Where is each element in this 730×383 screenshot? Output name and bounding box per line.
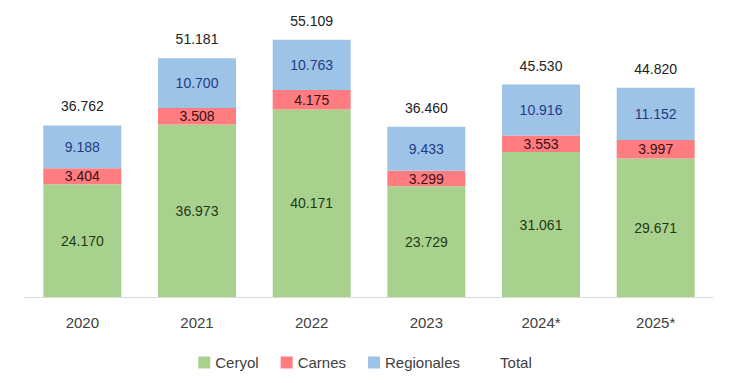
svg-text:Total: Total: [500, 354, 532, 371]
svg-text:31.061: 31.061: [520, 217, 563, 233]
svg-text:55.109: 55.109: [290, 13, 333, 29]
svg-text:10.763: 10.763: [290, 57, 333, 73]
svg-text:3.997: 3.997: [638, 141, 673, 157]
svg-text:29.671: 29.671: [634, 220, 677, 236]
svg-text:23.729: 23.729: [405, 234, 448, 250]
svg-text:45.530: 45.530: [520, 58, 563, 74]
svg-text:51.181: 51.181: [176, 31, 219, 47]
svg-text:2021: 2021: [180, 314, 213, 331]
svg-text:2023: 2023: [410, 314, 443, 331]
svg-text:11.152: 11.152: [635, 106, 677, 122]
svg-text:2024*: 2024*: [521, 314, 560, 331]
svg-text:36.460: 36.460: [405, 100, 448, 116]
svg-text:9.188: 9.188: [65, 139, 100, 155]
svg-text:3.404: 3.404: [65, 168, 100, 184]
svg-text:4.175: 4.175: [294, 92, 329, 108]
svg-text:40.171: 40.171: [290, 195, 333, 211]
svg-text:Carnes: Carnes: [298, 354, 346, 371]
svg-text:3.508: 3.508: [179, 108, 214, 124]
svg-text:24.170: 24.170: [61, 233, 104, 249]
svg-text:10.916: 10.916: [520, 102, 563, 118]
svg-text:10.700: 10.700: [176, 75, 219, 91]
svg-text:44.820: 44.820: [634, 61, 677, 77]
svg-text:Ceryol: Ceryol: [215, 354, 258, 371]
svg-text:36.973: 36.973: [176, 203, 219, 219]
svg-text:3.553: 3.553: [523, 136, 558, 152]
svg-text:2025*: 2025*: [636, 314, 675, 331]
svg-text:36.762: 36.762: [61, 98, 104, 114]
svg-text:9.433: 9.433: [409, 141, 444, 157]
svg-text:3.299: 3.299: [409, 171, 444, 187]
svg-text:Regionales: Regionales: [385, 354, 460, 371]
svg-text:2022: 2022: [295, 314, 328, 331]
svg-text:2020: 2020: [66, 314, 99, 331]
